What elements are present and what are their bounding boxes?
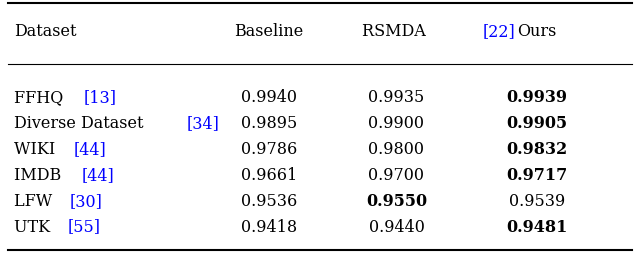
Text: 0.9440: 0.9440	[369, 219, 424, 235]
Text: [13]: [13]	[84, 89, 117, 106]
Text: Ours: Ours	[517, 23, 556, 40]
Text: [22]: [22]	[483, 23, 515, 40]
Text: [34]: [34]	[187, 115, 220, 132]
Text: [55]: [55]	[67, 219, 100, 235]
Text: 0.9539: 0.9539	[509, 193, 564, 210]
Text: 0.9935: 0.9935	[369, 89, 424, 106]
Text: 0.9661: 0.9661	[241, 167, 297, 184]
Text: WIKI: WIKI	[14, 141, 61, 158]
Text: 0.9940: 0.9940	[241, 89, 297, 106]
Text: 0.9550: 0.9550	[366, 193, 427, 210]
Text: Diverse Dataset: Diverse Dataset	[14, 115, 148, 132]
Text: Baseline: Baseline	[234, 23, 303, 40]
Text: 0.9700: 0.9700	[369, 167, 424, 184]
Text: UTK: UTK	[14, 219, 56, 235]
Text: 0.9717: 0.9717	[506, 167, 567, 184]
Text: LFW: LFW	[14, 193, 58, 210]
Text: 0.9536: 0.9536	[241, 193, 297, 210]
Text: 0.9939: 0.9939	[506, 89, 567, 106]
Text: 0.9832: 0.9832	[506, 141, 567, 158]
Text: 0.9786: 0.9786	[241, 141, 297, 158]
Text: 0.9800: 0.9800	[369, 141, 424, 158]
Text: [44]: [44]	[81, 167, 114, 184]
Text: RSMDA: RSMDA	[362, 23, 431, 40]
Text: 0.9481: 0.9481	[506, 219, 567, 235]
Text: FFHQ: FFHQ	[14, 89, 68, 106]
Text: 0.9905: 0.9905	[506, 115, 567, 132]
Text: 0.9900: 0.9900	[369, 115, 424, 132]
Text: 0.9895: 0.9895	[241, 115, 297, 132]
Text: [30]: [30]	[70, 193, 103, 210]
Text: IMDB: IMDB	[14, 167, 67, 184]
Text: Dataset: Dataset	[14, 23, 77, 40]
Text: 0.9418: 0.9418	[241, 219, 297, 235]
Text: [44]: [44]	[74, 141, 106, 158]
